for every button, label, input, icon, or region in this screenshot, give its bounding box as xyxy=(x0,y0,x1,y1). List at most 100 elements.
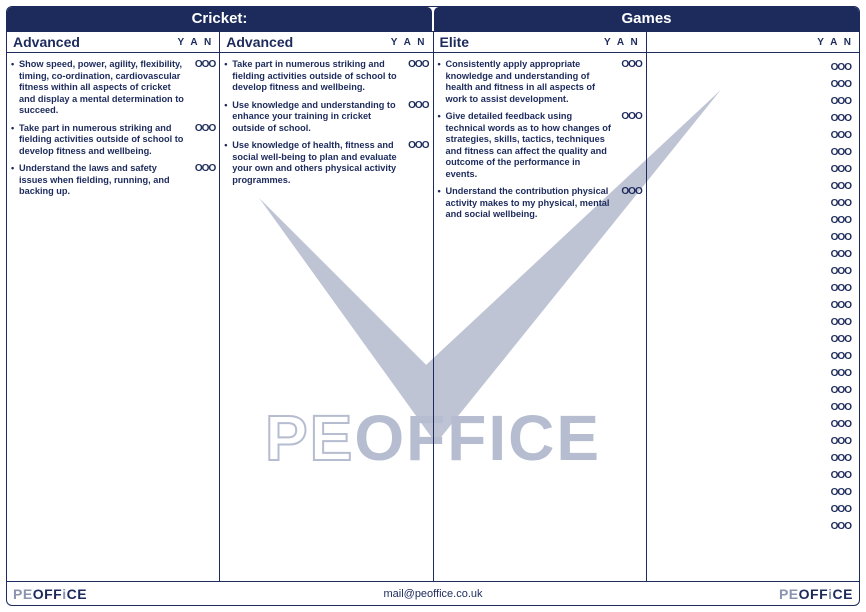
yan-checkbox-group[interactable]: OOO xyxy=(831,232,851,243)
empty-criteria-row: OOO xyxy=(651,399,855,416)
logo-off: OFF xyxy=(799,586,829,602)
yan-checkbox-group[interactable]: OOO xyxy=(403,59,429,94)
subheader-row: Advanced Y A N Advanced Y A N Elite Y A … xyxy=(7,31,859,53)
yan-checkbox-group[interactable]: OOO xyxy=(831,317,851,328)
logo-pe: PE xyxy=(13,586,33,602)
yan-checkbox-group[interactable]: OOO xyxy=(616,59,642,105)
bullet-dot: • xyxy=(224,140,232,186)
title-left: Cricket: xyxy=(7,7,432,31)
yan-checkbox-group[interactable]: OOO xyxy=(189,163,215,198)
yan-checkbox-group[interactable]: OOO xyxy=(831,453,851,464)
subheader-label: Advanced xyxy=(13,34,178,50)
bullet-dot: • xyxy=(438,186,446,221)
criteria-item: •Give detailed feedback using technical … xyxy=(438,111,642,180)
criteria-item: •Use knowledge and understanding to enha… xyxy=(224,100,428,135)
footer-email: mail@peoffice.co.uk xyxy=(7,588,859,600)
yan-checkbox-group[interactable]: OOO xyxy=(831,402,851,413)
logo-right: PEOFFiCE xyxy=(779,586,853,602)
empty-criteria-row: OOO xyxy=(651,127,855,144)
yan-checkbox-group[interactable]: OOO xyxy=(831,368,851,379)
yan-checkbox-group[interactable]: OOO xyxy=(831,351,851,362)
yan-checkbox-group[interactable]: OOO xyxy=(831,62,851,73)
empty-criteria-row: OOO xyxy=(651,280,855,297)
empty-criteria-row: OOO xyxy=(651,331,855,348)
subheader-0: Advanced Y A N xyxy=(7,31,220,53)
criteria-item: •Understand the laws and safety issues w… xyxy=(11,163,215,198)
yan-checkbox-group[interactable]: OOO xyxy=(189,59,215,117)
empty-criteria-row: OOO xyxy=(651,501,855,518)
empty-criteria-row: OOO xyxy=(651,59,855,76)
empty-criteria-row: OOO xyxy=(651,314,855,331)
yan-checkbox-group[interactable]: OOO xyxy=(831,504,851,515)
yan-checkbox-group[interactable]: OOO xyxy=(831,521,851,532)
logo-off: OFF xyxy=(33,586,63,602)
yan-checkbox-group[interactable]: OOO xyxy=(831,436,851,447)
yan-checkbox-group[interactable]: OOO xyxy=(831,283,851,294)
subheader-1: Advanced Y A N xyxy=(220,31,433,53)
yan-checkbox-group[interactable]: OOO xyxy=(616,186,642,221)
yan-checkbox-group[interactable]: OOO xyxy=(831,249,851,260)
subheader-3: Y A N xyxy=(647,31,859,53)
criteria-text: Understand the laws and safety issues wh… xyxy=(19,163,189,198)
body-wrap: PEOFFICE Advanced Y A N Advanced Y A N E… xyxy=(7,31,859,581)
empty-criteria-row: OOO xyxy=(651,161,855,178)
empty-criteria-row: OOO xyxy=(651,76,855,93)
empty-criteria-row: OOO xyxy=(651,144,855,161)
title-row: Cricket: Games xyxy=(7,7,859,31)
bullet-dot: • xyxy=(438,111,446,180)
logo-ce: CE xyxy=(67,586,87,602)
yan-checkbox-group[interactable]: OOO xyxy=(831,164,851,175)
bullet-dot: • xyxy=(11,59,19,117)
bullet-dot: • xyxy=(224,100,232,135)
bullet-dot: • xyxy=(224,59,232,94)
yan-checkbox-group[interactable]: OOO xyxy=(831,385,851,396)
empty-criteria-row: OOO xyxy=(651,484,855,501)
subheader-label: Advanced xyxy=(226,34,391,50)
yan-checkbox-group[interactable]: OOO xyxy=(831,300,851,311)
yan-checkbox-group[interactable]: OOO xyxy=(831,147,851,158)
yan-checkbox-group[interactable]: OOO xyxy=(831,215,851,226)
empty-criteria-row: OOO xyxy=(651,518,855,535)
title-right: Games xyxy=(434,7,859,31)
empty-criteria-row: OOO xyxy=(651,450,855,467)
empty-criteria-row: OOO xyxy=(651,365,855,382)
yan-checkbox-group[interactable]: OOO xyxy=(831,181,851,192)
criteria-item: •Understand the contribution physical ac… xyxy=(438,186,642,221)
empty-criteria-row: OOO xyxy=(651,467,855,484)
yan-label: Y A N xyxy=(178,37,214,48)
yan-checkbox-group[interactable]: OOO xyxy=(189,123,215,158)
yan-checkbox-group[interactable]: OOO xyxy=(403,140,429,186)
criteria-text: Understand the contribution physical act… xyxy=(446,186,616,221)
criteria-text: Take part in numerous striking and field… xyxy=(232,59,402,94)
yan-checkbox-group[interactable]: OOO xyxy=(616,111,642,180)
yan-checkbox-group[interactable]: OOO xyxy=(403,100,429,135)
yan-label: Y A N xyxy=(391,37,427,48)
footer: PEOFFiCE mail@peoffice.co.uk PEOFFiCE xyxy=(7,581,859,605)
yan-checkbox-group[interactable]: OOO xyxy=(831,470,851,481)
yan-checkbox-group[interactable]: OOO xyxy=(831,334,851,345)
yan-checkbox-group[interactable]: OOO xyxy=(831,96,851,107)
empty-criteria-row: OOO xyxy=(651,297,855,314)
empty-criteria-row: OOO xyxy=(651,382,855,399)
criteria-item: •Consistently apply appropriate knowledg… xyxy=(438,59,642,105)
criteria-text: Show speed, power, agility, flexibility,… xyxy=(19,59,189,117)
empty-criteria-row: OOO xyxy=(651,348,855,365)
yan-checkbox-group[interactable]: OOO xyxy=(831,130,851,141)
empty-criteria-row: OOO xyxy=(651,93,855,110)
bullet-dot: • xyxy=(11,123,19,158)
yan-checkbox-group[interactable]: OOO xyxy=(831,113,851,124)
bullet-dot: • xyxy=(11,163,19,198)
yan-checkbox-group[interactable]: OOO xyxy=(831,79,851,90)
criteria-item: •Show speed, power, agility, flexibility… xyxy=(11,59,215,117)
yan-checkbox-group[interactable]: OOO xyxy=(831,487,851,498)
empty-criteria-row: OOO xyxy=(651,212,855,229)
yan-checkbox-group[interactable]: OOO xyxy=(831,266,851,277)
yan-checkbox-group[interactable]: OOO xyxy=(831,419,851,430)
page-frame: Cricket: Games PEOFFICE Advanced Y A N A… xyxy=(6,6,860,606)
logo-ce: CE xyxy=(833,586,853,602)
criteria-text: Take part in numerous striking and field… xyxy=(19,123,189,158)
yan-checkbox-group[interactable]: OOO xyxy=(831,198,851,209)
criteria-item: •Take part in numerous striking and fiel… xyxy=(11,123,215,158)
yan-label: Y A N xyxy=(604,37,640,48)
logo-left: PEOFFiCE xyxy=(13,586,87,602)
